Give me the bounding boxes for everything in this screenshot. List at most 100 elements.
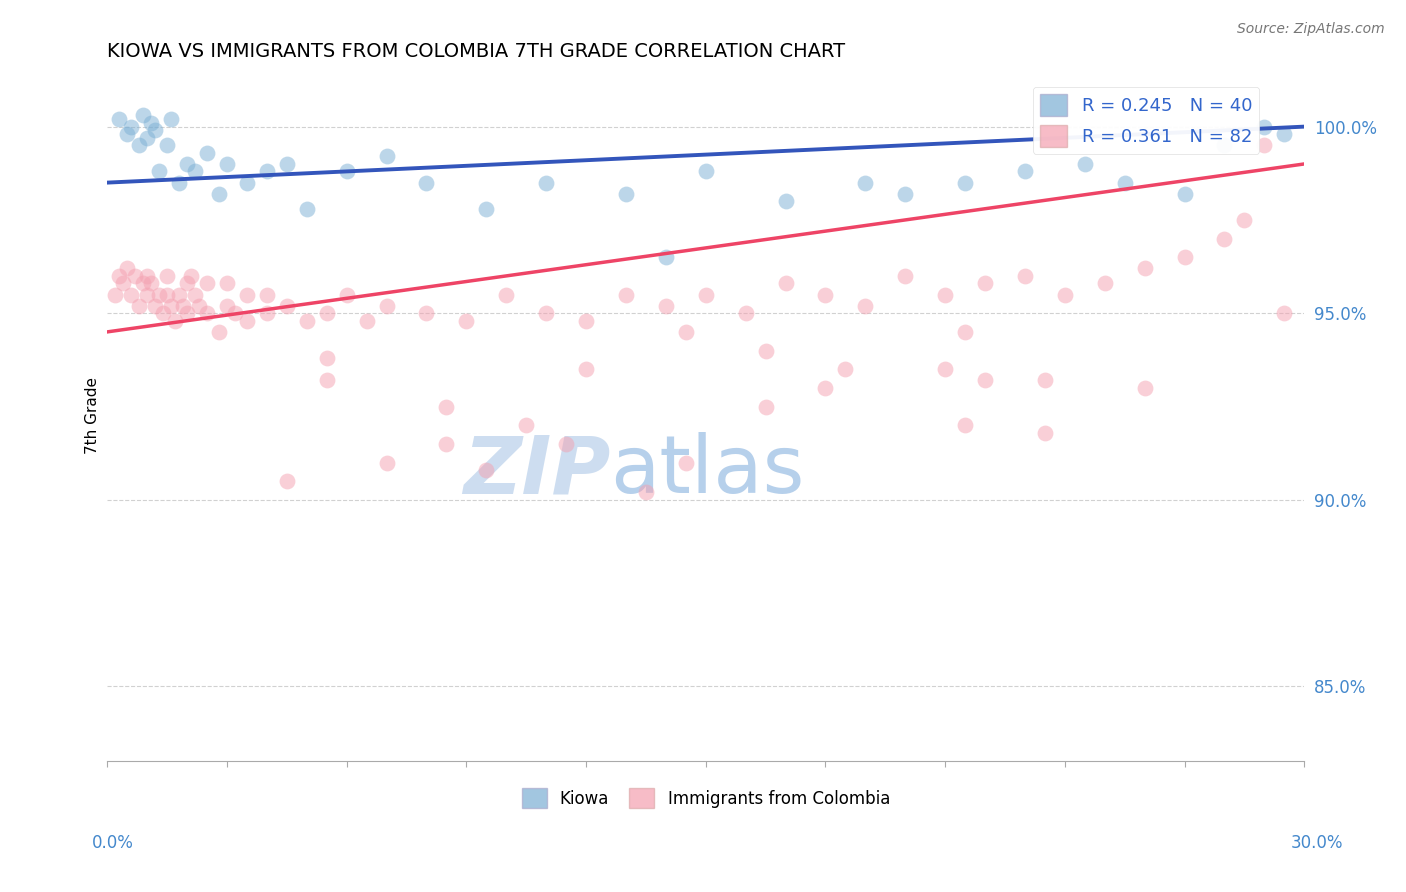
Point: [1173, 186, 1195, 201]
Point: [167, 176, 190, 190]
Point: [555, 437, 578, 451]
Point: [108, 112, 131, 127]
Point: [755, 343, 778, 358]
Point: [775, 194, 797, 209]
Point: [236, 287, 259, 301]
Point: [775, 277, 797, 291]
Point: [104, 287, 127, 301]
Point: [136, 268, 159, 283]
Point: [1253, 138, 1275, 153]
Point: [152, 306, 174, 320]
Point: [415, 176, 437, 190]
Point: [375, 149, 398, 163]
Point: [515, 418, 537, 433]
Point: [156, 138, 179, 153]
Point: [356, 314, 378, 328]
Point: [894, 186, 917, 201]
Point: [165, 314, 187, 328]
Point: [934, 287, 956, 301]
Text: ZIP: ZIP: [463, 432, 610, 510]
Point: [208, 325, 231, 339]
Point: [953, 176, 976, 190]
Point: [256, 287, 278, 301]
Point: [224, 306, 246, 320]
Point: [172, 299, 194, 313]
Point: [1272, 306, 1295, 320]
Point: [160, 299, 183, 313]
Point: [132, 277, 155, 291]
Point: [434, 400, 457, 414]
Point: [375, 456, 398, 470]
Point: [112, 277, 135, 291]
Point: [128, 299, 150, 313]
Point: [120, 287, 142, 301]
Point: [456, 314, 478, 328]
Point: [814, 287, 837, 301]
Point: [655, 299, 678, 313]
Point: [215, 157, 238, 171]
Point: [176, 157, 198, 171]
Point: [734, 306, 756, 320]
Point: [575, 362, 598, 376]
Point: [115, 127, 138, 141]
Point: [1272, 127, 1295, 141]
Point: [1253, 120, 1275, 134]
Point: [1213, 231, 1236, 245]
Point: [160, 112, 183, 127]
Point: [148, 164, 170, 178]
Point: [1133, 261, 1156, 276]
Point: [853, 176, 876, 190]
Point: [143, 123, 166, 137]
Point: [534, 306, 557, 320]
Point: [215, 277, 238, 291]
Point: [695, 164, 717, 178]
Point: [136, 287, 159, 301]
Point: [336, 287, 359, 301]
Point: [1094, 277, 1116, 291]
Point: [124, 268, 146, 283]
Point: [180, 268, 202, 283]
Point: [139, 277, 162, 291]
Point: [176, 306, 198, 320]
Point: [256, 306, 278, 320]
Point: [655, 250, 678, 264]
Point: [953, 325, 976, 339]
Point: [375, 299, 398, 313]
Point: [475, 202, 498, 216]
Point: [974, 373, 997, 387]
Point: [132, 108, 155, 122]
Point: [115, 261, 138, 276]
Point: [276, 474, 298, 488]
Point: [188, 299, 211, 313]
Point: [184, 287, 207, 301]
Point: [295, 314, 318, 328]
Text: KIOWA VS IMMIGRANTS FROM COLOMBIA 7TH GRADE CORRELATION CHART: KIOWA VS IMMIGRANTS FROM COLOMBIA 7TH GR…: [107, 42, 845, 61]
Point: [894, 268, 917, 283]
Point: [315, 306, 337, 320]
Point: [315, 373, 337, 387]
Point: [108, 268, 131, 283]
Point: [1014, 164, 1036, 178]
Point: [195, 145, 218, 160]
Point: [814, 381, 837, 395]
Point: [675, 456, 697, 470]
Point: [195, 306, 218, 320]
Text: atlas: atlas: [610, 432, 804, 510]
Point: [184, 164, 207, 178]
Point: [434, 437, 457, 451]
Point: [128, 138, 150, 153]
Point: [208, 186, 231, 201]
Point: [614, 186, 637, 201]
Point: [315, 351, 337, 365]
Point: [256, 164, 278, 178]
Point: [156, 287, 179, 301]
Point: [1233, 213, 1256, 227]
Point: [415, 306, 437, 320]
Point: [195, 277, 218, 291]
Point: [634, 485, 657, 500]
Y-axis label: 7th Grade: 7th Grade: [86, 377, 100, 454]
Point: [167, 287, 190, 301]
Point: [176, 277, 198, 291]
Point: [120, 120, 142, 134]
Point: [1213, 138, 1236, 153]
